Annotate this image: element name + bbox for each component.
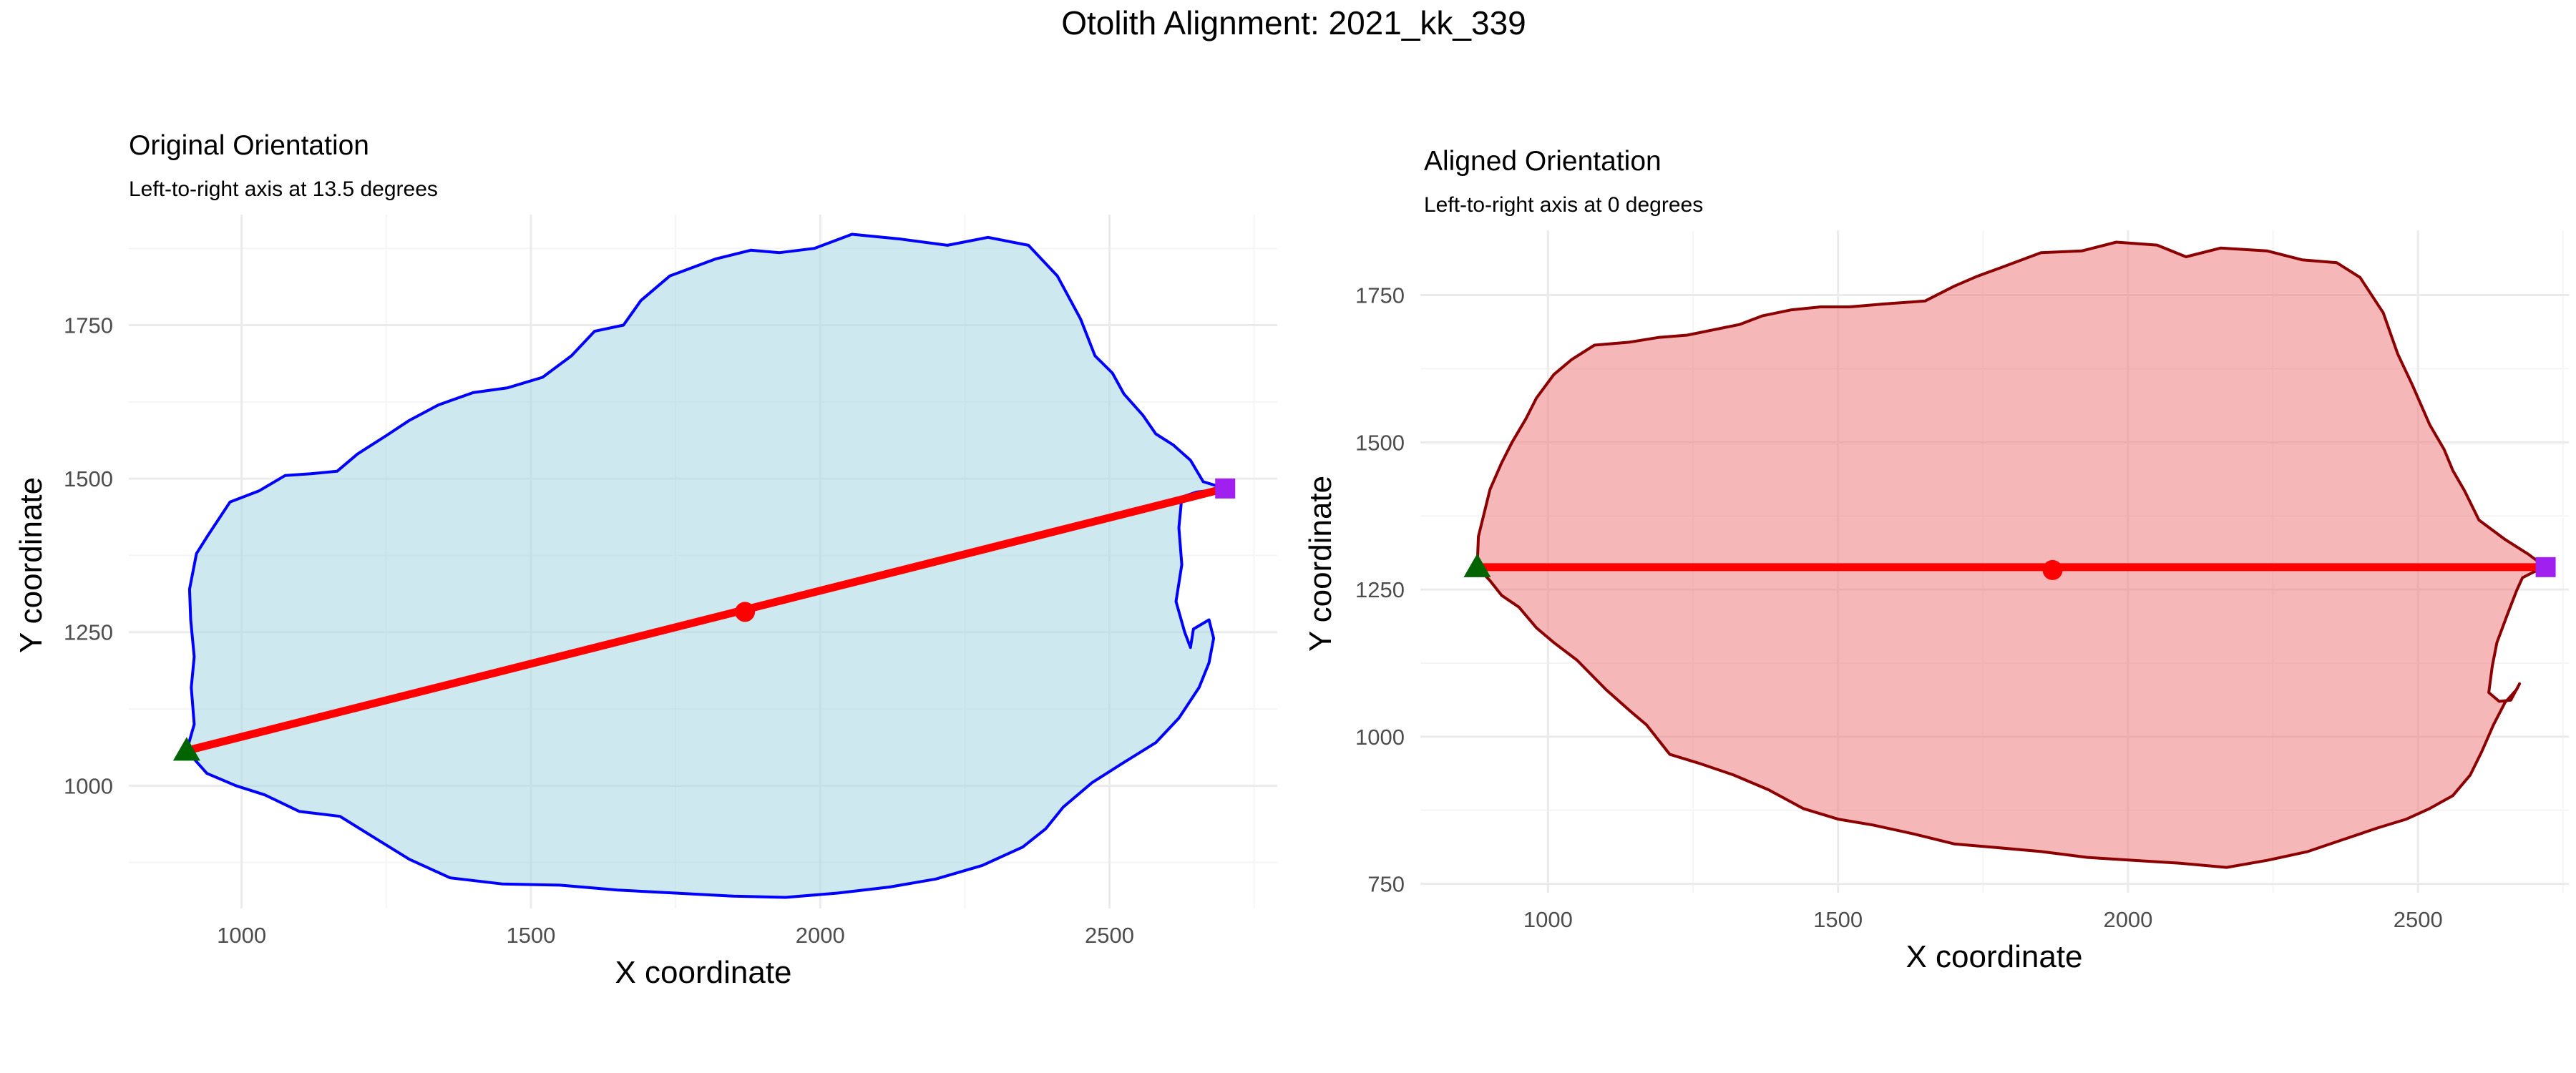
end-marker: [2535, 557, 2556, 577]
panel-subtitle: Left-to-right axis at 0 degrees: [1424, 193, 1703, 217]
y-tick-label: 1500: [64, 466, 113, 491]
y-tick-label: 1750: [64, 313, 113, 338]
start-marker: [172, 737, 200, 761]
y-tick-label: 1000: [64, 773, 113, 798]
center-point: [2042, 559, 2063, 580]
x-tick-label: 1000: [1523, 907, 1573, 932]
x-axis-label: X coordinate: [1906, 939, 2082, 974]
x-axis-label: X coordinate: [615, 955, 791, 990]
x-tick-label: 2500: [1085, 923, 1134, 948]
x-tick-label: 1000: [217, 923, 266, 948]
y-axis-label: Y coordinate: [1303, 476, 1338, 652]
y-tick-label: 1500: [1355, 430, 1405, 455]
x-tick-label: 1500: [1813, 907, 1863, 932]
figure-title: Otolith Alignment: 2021_kk_339: [1061, 4, 1526, 41]
start-marker: [1463, 553, 1491, 577]
y-tick-label: 1000: [1355, 725, 1405, 750]
y-tick-label: 750: [1367, 872, 1405, 897]
x-tick-label: 2500: [2394, 907, 2443, 932]
panel-original: Original Orientation Left-to-right axis …: [14, 130, 1277, 990]
panel-title: Original Orientation: [129, 130, 369, 161]
x-tick-label: 2000: [796, 923, 845, 948]
y-tick-label: 1750: [1355, 283, 1405, 308]
otolith-outline: [1475, 240, 2547, 869]
center-point: [735, 602, 756, 622]
y-tick-label: 1250: [1355, 577, 1405, 602]
plot-area: 1000 1500 2000 2500 1000 1250 1500 1750: [64, 215, 1277, 948]
end-marker: [1215, 478, 1236, 499]
otolith-outline: [185, 232, 1227, 899]
y-tick-label: 1250: [64, 620, 113, 645]
y-axis-label: Y coordinate: [14, 477, 49, 653]
panel-aligned: Aligned Orientation Left-to-right axis a…: [1303, 146, 2569, 974]
panel-title: Aligned Orientation: [1424, 146, 1662, 177]
panel-subtitle: Left-to-right axis at 13.5 degrees: [129, 177, 438, 201]
plot-area: 1000 1500 2000 2500 750 1000 1250 1500 1750: [1355, 230, 2569, 932]
x-tick-label: 2000: [2103, 907, 2152, 932]
x-tick-label: 1500: [506, 923, 555, 948]
axis-line: [185, 484, 1226, 755]
